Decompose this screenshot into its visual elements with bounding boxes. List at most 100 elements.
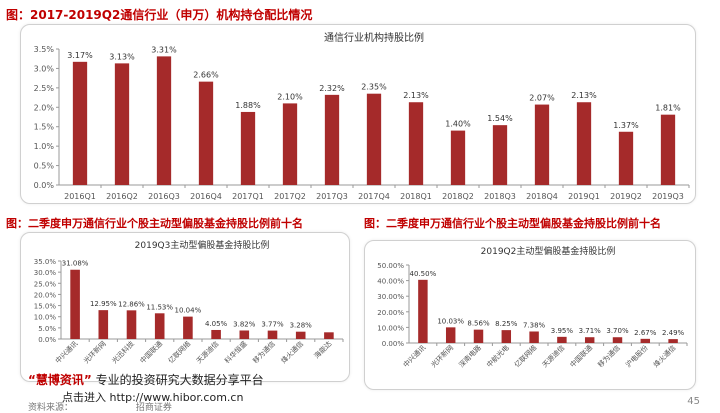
data-label: 8.56%: [467, 320, 490, 328]
bar: [114, 63, 130, 185]
x-tick-label: 光环新网: [429, 343, 455, 369]
x-tick-label: 天源迪信: [194, 339, 220, 365]
data-label: 3.31%: [151, 45, 177, 54]
data-label: 2.10%: [277, 92, 303, 101]
x-tick-label: 2019Q2: [610, 192, 642, 201]
x-tick-label: 光环新网: [82, 339, 108, 365]
y-tick-label: 20.0%: [34, 291, 57, 299]
data-label: 1.54%: [487, 114, 513, 123]
y-tick-label: 30.0%: [34, 269, 57, 277]
data-label: 8.25%: [495, 320, 518, 328]
data-label: 12.95%: [90, 300, 117, 308]
bar: [492, 125, 508, 185]
data-label: 3.17%: [67, 51, 93, 60]
bar: [239, 330, 250, 339]
x-tick-label: 中兴通讯: [401, 343, 427, 369]
x-tick-label: 中国联通: [568, 343, 594, 369]
bottom-left-bar-chart: 2019Q3主动型偏股基金持股比例 0.0% 5.0% 10.0% 15.0% 20.0%…: [34, 239, 344, 365]
y-tick-label: 5.0%: [38, 325, 56, 333]
y-tick-label: 15.0%: [34, 303, 57, 311]
bar: [408, 102, 424, 185]
x-tick-label: 2018Q4: [526, 192, 558, 201]
data-label: 2.13%: [403, 91, 429, 100]
chart-title: 通信行业机构持股比例: [324, 31, 424, 44]
x-tick-label: 烽火通信: [651, 343, 677, 369]
y-tick-label: 1.5%: [34, 123, 55, 132]
y-tick-label: 2.5%: [34, 84, 55, 93]
bottom-left-figure-heading: 图：二季度申万通信行业个股主动型偏股基金持股比例前十名: [6, 217, 303, 230]
bar: [295, 331, 306, 339]
bar: [473, 329, 484, 343]
bar: [576, 102, 592, 185]
source-suffix: 招商证券: [135, 403, 172, 413]
x-tick-label: 2016Q1: [64, 192, 96, 201]
data-label: 7.38%: [523, 321, 546, 329]
x-tick-label: 天源迪信: [540, 343, 566, 369]
y-tick-label: 0.0%: [34, 181, 55, 190]
data-label: 2.35%: [361, 83, 387, 92]
bar: [156, 56, 172, 185]
data-label: 1.40%: [445, 120, 471, 129]
bar: [612, 337, 623, 343]
watermark-quote-close: ”: [83, 373, 92, 387]
bar: [445, 327, 456, 343]
x-tick-label: 2016Q2: [106, 192, 138, 201]
x-tick-label: 中国联通: [138, 339, 164, 365]
y-tick-label: 3.5%: [34, 45, 55, 54]
top-figure-heading: 图：2017-2019Q2通信行业（申万）机构持仓配比情况: [6, 8, 313, 22]
bar: [183, 316, 193, 339]
data-label: 2.66%: [193, 71, 219, 80]
watermark-link-text[interactable]: 点击进入: [62, 391, 106, 404]
source-note: 资料来源： 招商证券: [28, 400, 172, 413]
data-label: 12.86%: [118, 300, 145, 308]
bar: [211, 329, 221, 339]
bottom-left-chart-panel: 2019Q3主动型偏股基金持股比例 0.0% 5.0% 10.0% 15.0% 20.0%…: [20, 232, 350, 382]
x-tick-label: 2017Q3: [316, 192, 348, 201]
x-tick-label: 移为通信: [596, 343, 622, 369]
watermark-quote-open: “: [28, 373, 36, 387]
x-tick-label: 移为通信: [251, 339, 277, 365]
watermark-url[interactable]: http://www.hibor.com.cn: [109, 391, 244, 404]
x-tick-label: 2017Q4: [358, 192, 390, 201]
x-tick-label: 亿联网络: [166, 339, 192, 365]
y-tick-label: 3.0%: [34, 64, 55, 73]
data-label: 3.71%: [579, 327, 602, 335]
bar: [198, 81, 214, 185]
bar: [366, 93, 382, 185]
data-label: 2.49%: [662, 329, 685, 337]
x-tick-label: 2019Q3: [652, 192, 684, 201]
bar: [324, 94, 340, 185]
bar: [534, 104, 550, 185]
data-label: 2.32%: [319, 84, 345, 93]
watermark-tagline: 专业的投资研究大数据分享平台: [95, 373, 264, 387]
watermark-link-line: 点击进入 http://www.hibor.com.cn: [62, 389, 243, 405]
x-tick-label: 科华恒盛: [223, 339, 249, 365]
x-tick-label: 烽火通信: [279, 339, 305, 365]
data-label: 3.82%: [233, 320, 256, 328]
bottom-right-bar-chart: 2019Q2主动型偏股基金持股比例 0.00% 10.00% 20.00% 30.00%…: [377, 245, 688, 369]
data-label: 3.95%: [551, 327, 574, 335]
data-label: 3.77%: [261, 321, 284, 329]
x-tick-label: 2016Q3: [148, 192, 180, 201]
bar: [282, 103, 298, 185]
bar: [660, 114, 676, 185]
x-tick-label: 2016Q4: [190, 192, 222, 201]
x-tick-label: 2017Q2: [274, 192, 306, 201]
bar: [418, 279, 428, 343]
y-tick-label: 20.00%: [377, 309, 404, 317]
bar: [529, 331, 539, 343]
data-label: 1.81%: [655, 104, 681, 113]
data-label: 1.88%: [235, 101, 261, 110]
chart-title: 2019Q3主动型偏股基金持股比例: [135, 239, 270, 251]
x-tick-label: 2018Q2: [442, 192, 474, 201]
watermark-line: “慧博资讯” 专业的投资研究大数据分享平台: [28, 371, 264, 388]
x-tick-label: 亿联网络: [512, 343, 538, 369]
data-label: 10.04%: [175, 307, 202, 315]
watermark-brand[interactable]: 慧博资讯: [35, 373, 84, 387]
x-tick-label: 光迅科技: [110, 339, 136, 365]
chart-title: 2019Q2主动型偏股基金持股比例: [481, 245, 616, 257]
x-tick-label: 沪电股份: [624, 343, 650, 369]
bar: [126, 310, 137, 339]
y-tick-label: 0.00%: [382, 340, 405, 348]
y-tick-label: 50.00%: [377, 262, 404, 270]
